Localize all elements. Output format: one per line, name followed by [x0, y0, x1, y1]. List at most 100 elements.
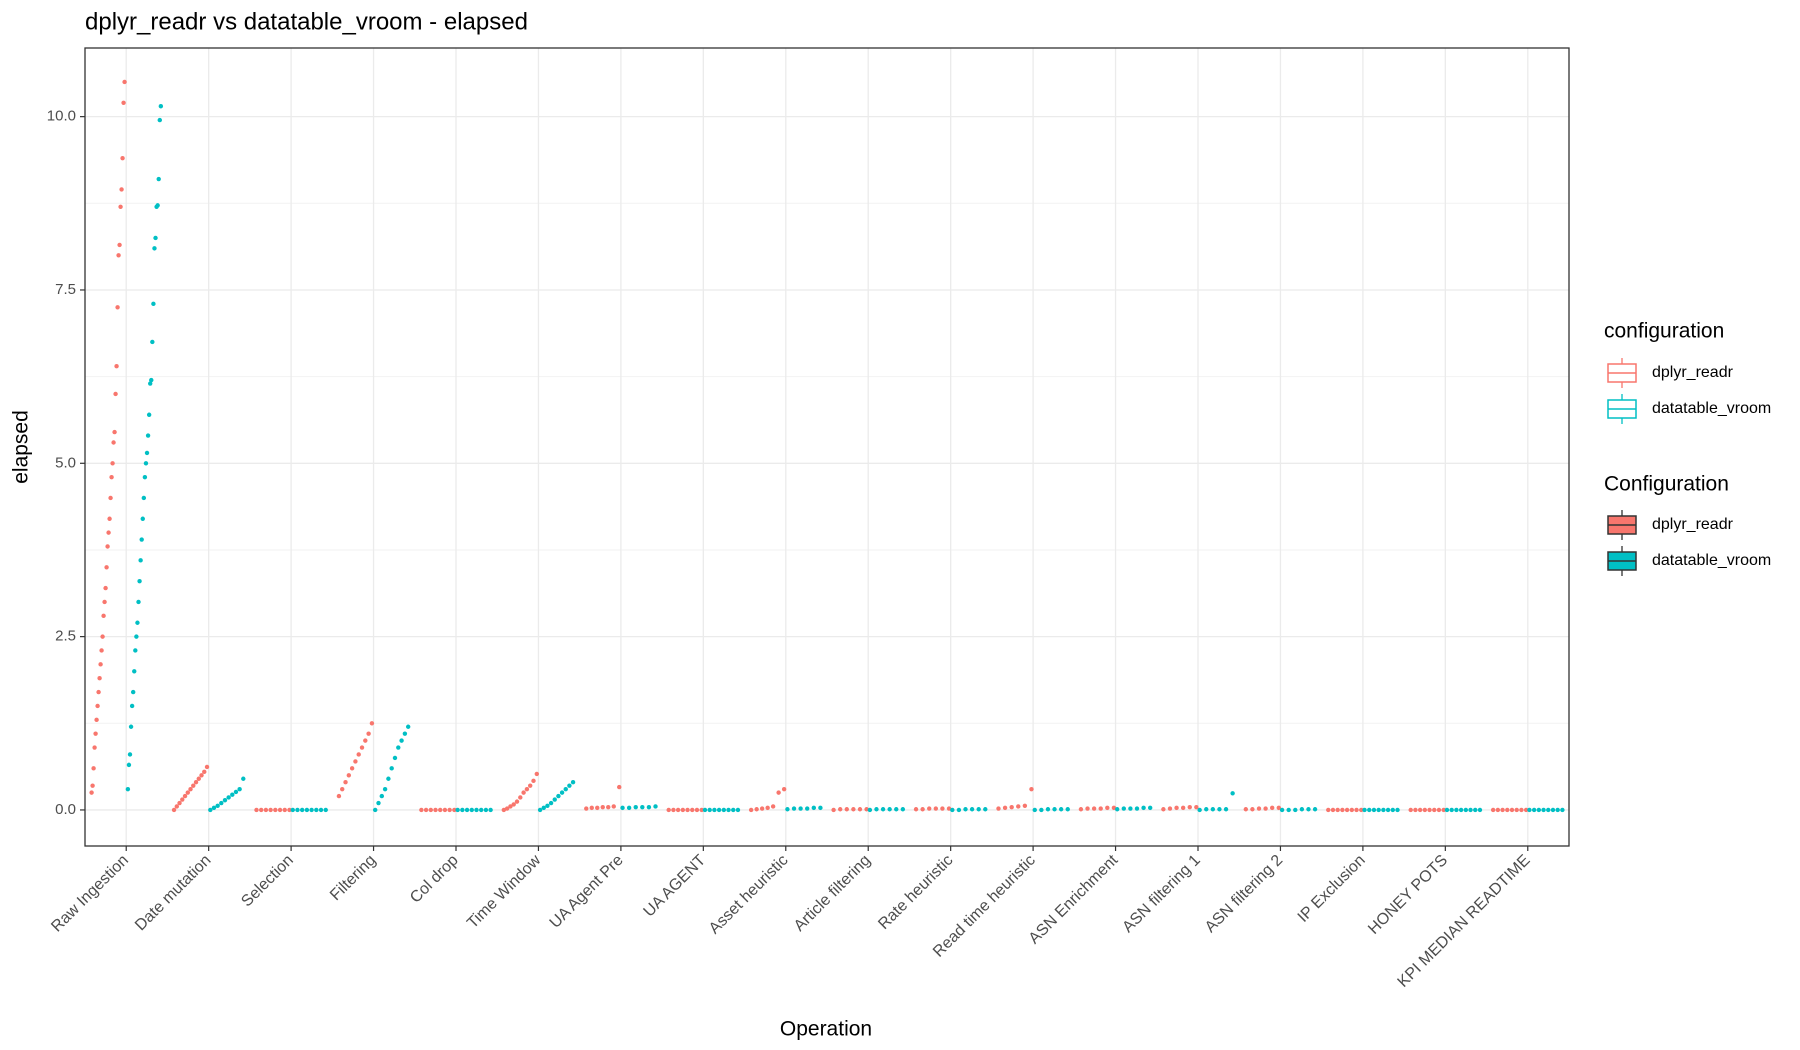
point [1002, 805, 1008, 811]
point [1454, 807, 1459, 813]
point [1509, 807, 1515, 813]
point [537, 807, 543, 813]
point [126, 762, 132, 768]
point [295, 807, 300, 813]
point [340, 786, 345, 792]
point [1115, 807, 1120, 812]
point [1390, 807, 1396, 813]
point [102, 599, 107, 605]
point [309, 807, 314, 813]
point [1293, 807, 1298, 813]
point [1550, 807, 1556, 813]
point [548, 800, 554, 806]
point [1519, 807, 1524, 813]
point [831, 807, 836, 813]
point [1128, 806, 1133, 811]
point [353, 759, 358, 764]
point [356, 752, 361, 757]
point [1505, 807, 1510, 813]
point [996, 806, 1001, 811]
point [1250, 807, 1255, 812]
point [874, 807, 879, 812]
point [1413, 807, 1418, 813]
point [211, 805, 217, 811]
y-tick-label: 0.0 [55, 801, 76, 818]
point [110, 461, 115, 466]
point [120, 156, 125, 161]
point [98, 662, 103, 667]
point [452, 807, 457, 813]
point [653, 804, 658, 809]
point [1270, 805, 1275, 811]
point [204, 764, 210, 770]
point [785, 807, 790, 812]
point [103, 585, 108, 591]
point [185, 790, 190, 795]
point [950, 807, 955, 813]
point [396, 745, 401, 750]
point [137, 578, 142, 584]
panel-border [84, 47, 1570, 847]
point [263, 807, 269, 813]
point [946, 806, 952, 811]
point [132, 669, 137, 674]
point [144, 450, 150, 456]
point [1349, 807, 1355, 813]
point [177, 800, 182, 806]
point [202, 769, 207, 775]
point [106, 530, 111, 535]
point [1359, 807, 1364, 813]
point [524, 786, 530, 792]
point [366, 731, 371, 736]
point [157, 117, 162, 123]
point [1223, 807, 1229, 812]
point [837, 807, 843, 812]
point [1078, 807, 1084, 812]
point [900, 807, 906, 812]
point [567, 783, 572, 788]
point [1408, 807, 1413, 813]
point [956, 807, 962, 813]
point [101, 613, 106, 619]
point [620, 805, 625, 811]
point [233, 789, 239, 795]
point [1197, 807, 1202, 813]
point [666, 807, 671, 813]
point [92, 745, 97, 750]
point [1256, 806, 1262, 811]
point [595, 805, 600, 811]
point [93, 731, 98, 736]
point [1098, 806, 1103, 811]
point [146, 412, 152, 417]
point [343, 780, 348, 785]
point [976, 807, 981, 812]
point [1468, 807, 1473, 813]
point [180, 797, 185, 802]
point [545, 803, 550, 808]
y-tick-label: 5.0 [55, 454, 76, 471]
point [1263, 806, 1268, 811]
point [1217, 807, 1222, 812]
point [1463, 807, 1469, 813]
point [781, 786, 787, 792]
point [196, 776, 201, 781]
point [748, 807, 754, 813]
point [1385, 807, 1391, 813]
point [1204, 807, 1209, 812]
point [423, 807, 429, 813]
point [1436, 807, 1442, 813]
point [460, 807, 465, 813]
point [428, 807, 433, 813]
point [1422, 807, 1428, 813]
y-tick-label: 10.0 [47, 108, 76, 125]
point [241, 776, 246, 781]
point [1174, 805, 1179, 811]
point [887, 807, 892, 812]
point [171, 807, 177, 813]
point [640, 804, 645, 810]
point [1276, 805, 1281, 811]
point [382, 786, 388, 792]
point [1105, 805, 1110, 811]
point [419, 807, 424, 813]
